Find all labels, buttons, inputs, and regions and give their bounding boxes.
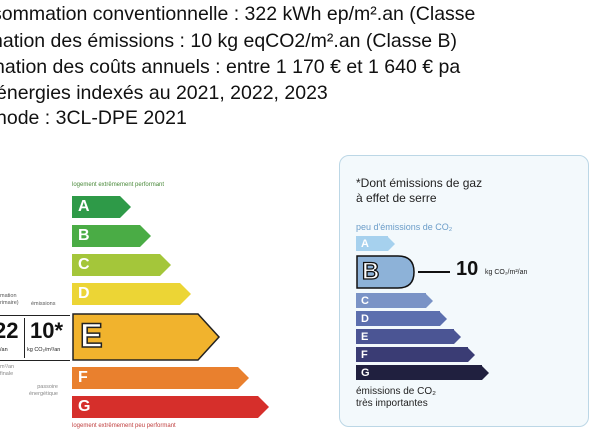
- energy-bar-d-letter: D: [72, 283, 180, 305]
- energy-bar-f-letter: F: [72, 367, 238, 389]
- ges-bar-g-letter: G: [356, 365, 482, 380]
- value-box: 22 /an 10* kg CO₂/m²/an: [0, 315, 70, 361]
- energy-bar-b-letter: B: [72, 225, 140, 247]
- passoire-caption: passoire énergétique: [28, 384, 58, 397]
- ges-bottom-caption: émissions de CO₂ très importantes: [356, 386, 437, 409]
- ges-current-unit: kg CO₂/m²/an: [485, 269, 528, 276]
- energy-bar-c: C: [72, 254, 171, 276]
- consumption-caption: mation rimaire): [0, 293, 19, 306]
- ges-bar-f-letter: F: [356, 347, 468, 362]
- energy-bar-b: B: [72, 225, 151, 247]
- current-emissions-unit: kg CO₂/m²/an: [27, 347, 61, 353]
- energy-bottom-caption: logement extrêmement peu performant: [72, 423, 176, 429]
- ges-bar-c-letter: C: [356, 293, 426, 308]
- ges-bar-a-letter: A: [356, 236, 388, 251]
- ges-bar-e-letter: E: [356, 329, 454, 344]
- ges-bar-d-letter: D: [356, 311, 440, 326]
- energy-current-letter: E: [79, 316, 103, 356]
- energy-bar-e-current: E: [72, 313, 221, 361]
- energy-bar-g-letter: G: [72, 396, 258, 418]
- current-consumption-value: 22: [0, 318, 19, 343]
- current-consumption-unit: /an: [0, 347, 8, 353]
- method-line: hode : 3CL-DPE 2021: [0, 107, 187, 129]
- ges-top-caption: peu d'émissions de CO₂: [356, 222, 453, 232]
- energy-bar-c-letter: C: [72, 254, 160, 276]
- ges-bar-d: D: [356, 311, 447, 326]
- ges-bar-g: G: [356, 365, 489, 380]
- final-energy-caption: m²/an finale: [0, 364, 15, 377]
- ges-label: *Dont émissions de gaz à effet de serre …: [339, 155, 589, 427]
- emissions-caption: émissions: [31, 301, 56, 307]
- ges-bar-c: C: [356, 293, 433, 308]
- ges-bar-b-current: B: [356, 255, 416, 289]
- ges-note: *Dont émissions de gaz à effet de serre: [356, 176, 483, 205]
- costs-line: nation des coûts annuels : entre 1 170 €…: [0, 56, 461, 78]
- energy-bar-a: A: [72, 196, 131, 218]
- consumption-line: sommation conventionnelle : 322 kWh ep/m…: [0, 3, 476, 25]
- energy-bar-a-letter: A: [72, 196, 120, 218]
- ges-bar-a: A: [356, 236, 395, 251]
- energy-index-line: énergies indexés au 2021, 2022, 2023: [0, 82, 328, 104]
- ges-current-value: 10: [456, 258, 479, 280]
- ges-bar-f: F: [356, 347, 475, 362]
- emissions-line: nation des émissions : 10 kg eqCO2/m².an…: [0, 30, 457, 52]
- ges-current-letter: B: [361, 257, 380, 285]
- ges-pointer-line: [418, 271, 450, 273]
- energy-bar-g: G: [72, 396, 269, 418]
- ges-bar-e: E: [356, 329, 461, 344]
- energy-top-caption: logement extrêmement performant: [72, 182, 165, 188]
- energy-bar-f: F: [72, 367, 249, 389]
- current-emissions-value: 10*: [30, 318, 64, 343]
- energy-bar-d: D: [72, 283, 191, 305]
